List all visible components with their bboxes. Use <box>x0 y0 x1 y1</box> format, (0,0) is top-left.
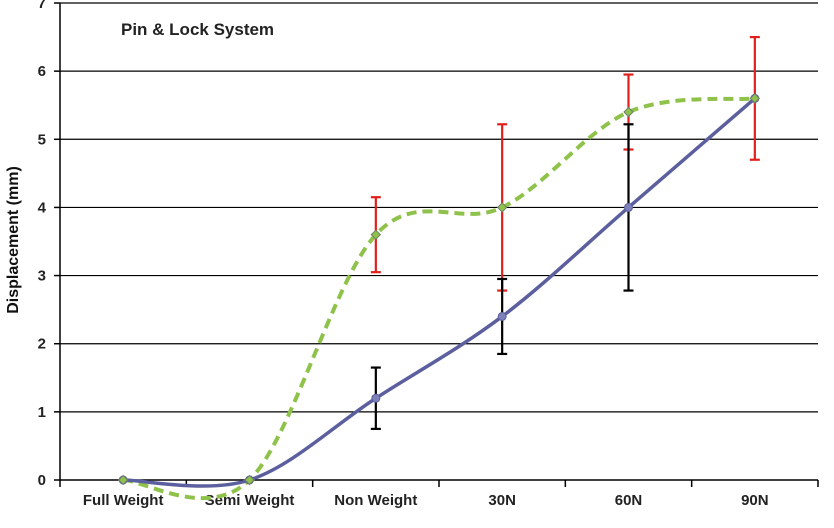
x-tick-label: 30N <box>488 492 516 509</box>
y-tick-label: 6 <box>38 63 46 80</box>
series-2-line <box>122 96 756 501</box>
x-tick-label: Non Weight <box>334 492 417 509</box>
y-axis-label: Displacement (mm) <box>5 166 22 314</box>
x-tick-label: 60N <box>615 492 643 509</box>
y-tick-label: 4 <box>38 199 47 216</box>
x-tick-label: Full Weight <box>83 492 164 509</box>
chart-title: Pin & Lock System <box>121 20 274 39</box>
error-bars-series-2 <box>370 35 760 292</box>
x-tick-label: 90N <box>741 492 769 509</box>
x-axis: Full Weight Semi Weight Non Weight 30N 60N 90… <box>59 479 819 509</box>
series-2-point <box>623 106 634 118</box>
series-2-point <box>370 229 382 240</box>
series-1-point <box>624 202 633 212</box>
series-2-point <box>117 474 129 486</box>
series-2-point <box>496 202 508 213</box>
series-2-point <box>244 474 255 486</box>
y-tick-label: 5 <box>38 131 46 148</box>
x-tick-label: Semi Weight <box>205 492 295 509</box>
y-tick-label: 3 <box>38 268 46 285</box>
y-tick-label: 2 <box>38 336 46 353</box>
series-1-point <box>371 393 381 403</box>
y-tick-label: 0 <box>38 472 46 489</box>
y-tick-label: 1 <box>38 404 46 421</box>
gridlines <box>60 2 818 413</box>
series-2-point <box>749 93 761 104</box>
y-axis: 0 1 2 3 4 5 6 7 <box>38 0 61 489</box>
series-layer <box>117 35 761 501</box>
series-1-line <box>123 97 756 488</box>
series-1-point <box>497 311 507 321</box>
y-tick-label: 7 <box>38 0 46 12</box>
